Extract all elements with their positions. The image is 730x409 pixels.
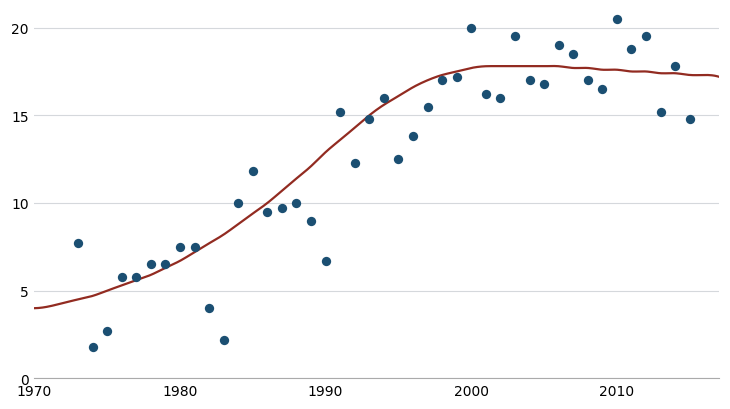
Point xyxy=(669,64,681,70)
Point xyxy=(684,116,696,123)
Point xyxy=(640,34,652,40)
Point xyxy=(174,244,186,250)
Point xyxy=(349,160,361,166)
Point xyxy=(626,46,637,53)
Point xyxy=(393,157,404,163)
Point xyxy=(523,78,535,84)
Point xyxy=(437,78,448,84)
Point xyxy=(596,87,608,93)
Point xyxy=(72,240,84,247)
Point xyxy=(261,209,273,216)
Point xyxy=(480,92,492,98)
Point xyxy=(422,104,434,110)
Point xyxy=(101,328,113,335)
Point xyxy=(509,34,520,40)
Point xyxy=(232,200,244,207)
Point xyxy=(87,344,99,350)
Point xyxy=(247,169,258,175)
Point xyxy=(188,244,200,250)
Point xyxy=(145,261,157,268)
Point xyxy=(276,205,288,212)
Point xyxy=(407,134,419,140)
Point xyxy=(582,78,593,84)
Point xyxy=(451,74,463,81)
Point xyxy=(203,305,215,312)
Point xyxy=(611,16,623,23)
Point xyxy=(334,109,346,116)
Point xyxy=(553,43,564,49)
Point xyxy=(160,261,172,268)
Point xyxy=(320,258,331,265)
Point xyxy=(116,274,128,280)
Point xyxy=(305,218,317,224)
Point xyxy=(494,95,506,102)
Point xyxy=(538,81,550,88)
Point xyxy=(131,274,142,280)
Point xyxy=(378,95,390,102)
Point xyxy=(655,109,666,116)
Point xyxy=(291,200,302,207)
Point xyxy=(364,116,375,123)
Point xyxy=(466,25,477,32)
Point xyxy=(218,337,229,343)
Point xyxy=(567,52,579,58)
